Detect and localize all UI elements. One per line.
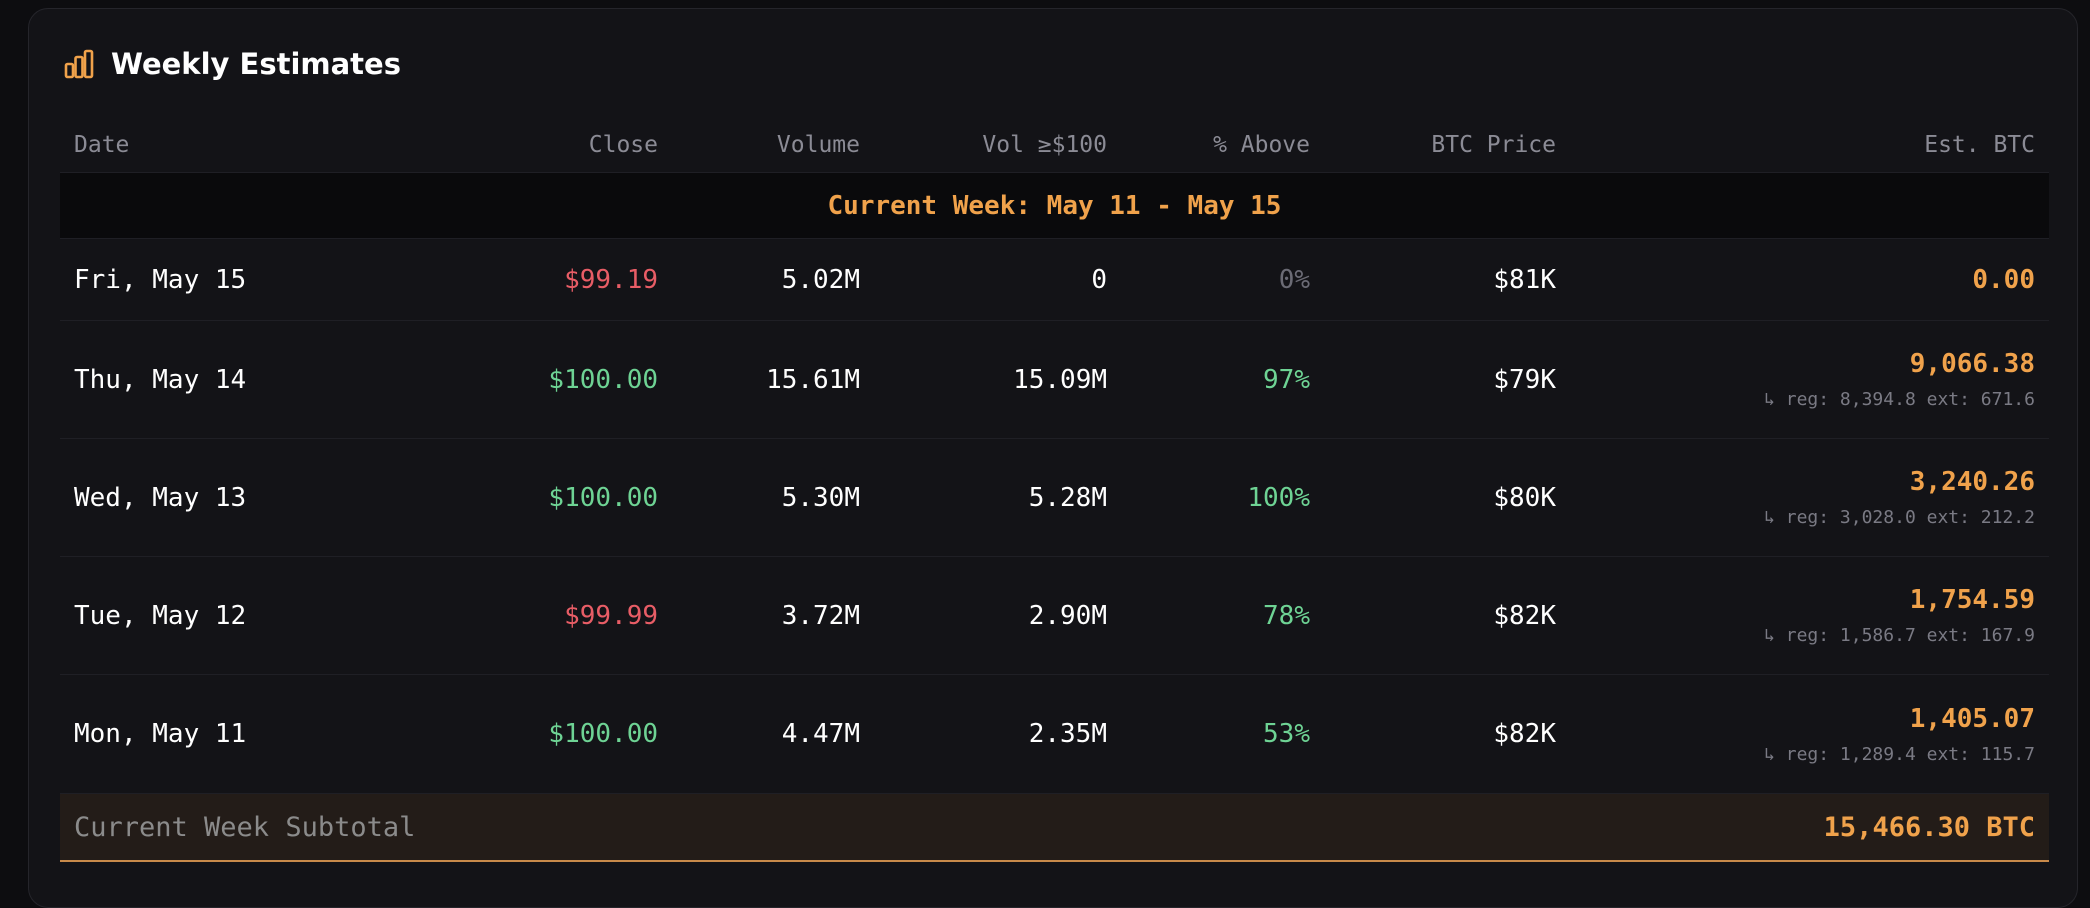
- est-btc-value: 1,754.59: [1909, 585, 2035, 615]
- date-cell: Wed, May 13: [74, 482, 247, 513]
- vol-above-100-cell: 2.35M: [1028, 719, 1107, 749]
- btc-price-cell: $81K: [1493, 264, 1556, 295]
- column-header-btc-price[interactable]: BTC Price: [1431, 131, 1556, 158]
- percent-above-cell: 0%: [1278, 264, 1310, 295]
- percent-above-cell: 97%: [1263, 364, 1310, 395]
- table-row[interactable]: Fri, May 15 $99.19 5.02M 0 0% $81K 0.00: [60, 239, 2049, 321]
- weekly-estimates-card: Weekly Estimates Date Close Volume Vol ≥…: [28, 8, 2078, 908]
- est-btc-value: 3,240.26: [1909, 467, 2035, 497]
- est-btc-cell: 1,405.07 ↳ reg: 1,289.4 ext: 115.7: [1556, 704, 2049, 765]
- volume-cell: 5.30M: [781, 482, 860, 513]
- close-cell: $100.00: [548, 482, 658, 513]
- vol-above-100-cell: 15.09M: [1013, 364, 1107, 395]
- subtotal-label: Current Week Subtotal: [74, 811, 416, 843]
- subtotal-row: Current Week Subtotal 15,466.30 BTC: [60, 794, 2049, 862]
- column-header-est-btc[interactable]: Est. BTC: [1924, 131, 2035, 158]
- btc-price-cell: $82K: [1493, 600, 1556, 631]
- btc-price-cell: $80K: [1493, 482, 1556, 513]
- volume-cell: 15.61M: [766, 364, 860, 395]
- table-row[interactable]: Tue, May 12 $99.99 3.72M 2.90M 78% $82K 1,754.…: [60, 557, 2049, 675]
- table-row[interactable]: Mon, May 11 $100.00 4.47M 2.35M 53% $82K 1,405…: [60, 675, 2049, 794]
- est-btc-breakdown: ↳ reg: 1,586.7 ext: 167.9: [1764, 625, 2035, 646]
- est-btc-cell: 9,066.38 ↳ reg: 8,394.8 ext: 671.6: [1556, 349, 2049, 410]
- card-title: Weekly Estimates: [111, 47, 401, 81]
- column-header-close[interactable]: Close: [588, 131, 658, 158]
- est-btc-value: 9,066.38: [1909, 349, 2035, 379]
- est-btc-cell: 1,754.59 ↳ reg: 1,586.7 ext: 167.9: [1556, 585, 2049, 646]
- table-row[interactable]: Thu, May 14 $100.00 15.61M 15.09M 97% $79K 9,0…: [60, 321, 2049, 439]
- current-week-banner: Current Week: May 11 - May 15: [60, 173, 2049, 239]
- close-cell: $100.00: [548, 719, 658, 749]
- est-btc-cell: 3,240.26 ↳ reg: 3,028.0 ext: 212.2: [1556, 467, 2049, 528]
- volume-cell: 4.47M: [781, 719, 860, 749]
- close-cell: $99.99: [564, 600, 658, 631]
- est-btc-cell: 0.00: [1556, 265, 2049, 295]
- subtotal-value: 15,466.30 BTC: [1823, 811, 2035, 843]
- date-cell: Mon, May 11: [74, 719, 247, 749]
- est-btc-breakdown: ↳ reg: 3,028.0 ext: 212.2: [1764, 507, 2035, 528]
- date-cell: Thu, May 14: [74, 364, 247, 395]
- vol-above-100-cell: 0: [1091, 264, 1107, 295]
- estimates-table: Date Close Volume Vol ≥$100 % Above BTC …: [60, 117, 2049, 862]
- percent-above-cell: 53%: [1263, 719, 1310, 749]
- vol-above-100-cell: 5.28M: [1028, 482, 1107, 513]
- percent-above-cell: 78%: [1263, 600, 1310, 631]
- est-btc-breakdown: ↳ reg: 8,394.8 ext: 671.6: [1764, 389, 2035, 410]
- est-btc-value: 1,405.07: [1909, 703, 2035, 734]
- current-week-label: Current Week: May 11 - May 15: [827, 190, 1282, 221]
- table-row[interactable]: Wed, May 13 $100.00 5.30M 5.28M 100% $80K 3,24…: [60, 439, 2049, 557]
- est-btc-value: 0.00: [1972, 264, 2035, 295]
- volume-cell: 5.02M: [781, 264, 860, 295]
- column-header-volume[interactable]: Volume: [776, 131, 860, 158]
- date-cell: Tue, May 12: [74, 600, 247, 631]
- close-cell: $100.00: [548, 364, 658, 395]
- table-body: Fri, May 15 $99.19 5.02M 0 0% $81K 0.00 Thu, Ma…: [60, 239, 2049, 794]
- percent-above-cell: 100%: [1247, 482, 1310, 513]
- card-header: Weekly Estimates: [63, 47, 401, 81]
- btc-price-cell: $82K: [1493, 719, 1556, 749]
- table-header-row: Date Close Volume Vol ≥$100 % Above BTC …: [60, 117, 2049, 173]
- column-header-vol100[interactable]: Vol ≥$100: [982, 131, 1107, 158]
- column-header-above[interactable]: % Above: [1213, 131, 1310, 158]
- date-cell: Fri, May 15: [74, 264, 247, 295]
- bar-chart-icon: [63, 48, 95, 80]
- est-btc-breakdown: ↳ reg: 1,289.4 ext: 115.7: [1764, 743, 2035, 765]
- vol-above-100-cell: 2.90M: [1028, 600, 1107, 631]
- column-header-date[interactable]: Date: [74, 131, 130, 158]
- close-cell: $99.19: [564, 264, 658, 295]
- volume-cell: 3.72M: [781, 600, 860, 631]
- btc-price-cell: $79K: [1493, 364, 1556, 395]
